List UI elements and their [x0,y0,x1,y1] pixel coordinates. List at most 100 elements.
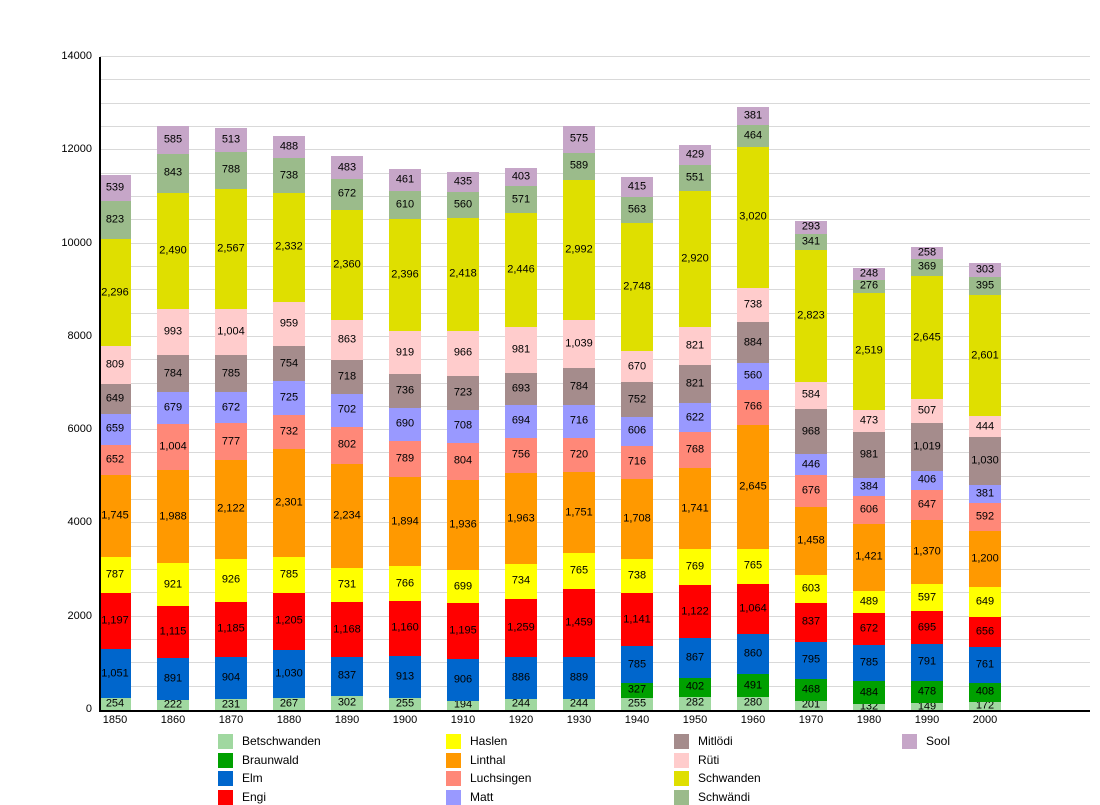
bar-value-label: 2,748 [623,280,651,293]
y-tick-label: 12000 [61,143,92,156]
bar-value-label: 738 [743,298,763,311]
bar-value-label: 222 [163,698,183,711]
bar-value-label: 1,259 [507,621,535,634]
bar-value-label: 1,039 [565,337,593,350]
gridline [100,335,1090,337]
legend-swatch [218,752,233,768]
bar-segment: 2,332 [273,192,305,302]
bar-segment: 484 [853,681,885,704]
bar-value-label: 231 [221,698,241,711]
bar-segment: 592 [969,503,1001,531]
legend-swatch [218,771,233,786]
bar-value-label: 804 [453,454,473,467]
bar-segment: 708 [447,409,479,443]
bar-value-label: 606 [859,503,879,516]
x-tick-label: 1980 [856,714,882,726]
bar-segment: 384 [853,478,885,496]
bar-segment: 468 [795,678,827,701]
bar-value-label: 788 [221,163,241,176]
bar-value-label: 560 [743,369,763,382]
bar-value-label: 867 [685,651,705,664]
bar-segment: 369 [911,258,943,277]
bar-value-label: 652 [105,453,125,466]
gridline [100,499,1090,501]
legend-label: Sool [926,734,951,748]
legend-item: Haslen [446,734,531,749]
bar-segment: 194 [447,699,479,710]
bar-segment: 255 [621,698,653,710]
legend-swatch [218,734,233,749]
bar-segment: 695 [911,611,943,644]
legend-column: Haslen Linthal Luchsingen Matt [446,734,531,805]
bar-value-label: 768 [685,443,705,456]
bar-value-label: 1,370 [913,545,941,558]
bar-segment: 863 [331,320,363,361]
bar-segment: 491 [737,674,769,697]
bar-value-label: 718 [337,370,357,383]
bar-value-label: 1,004 [159,440,187,453]
bar-value-label: 1,936 [449,518,477,531]
bar-segment: 694 [505,405,537,438]
bar-segment: 1,708 [621,478,653,559]
bar-segment: 3,020 [737,146,769,288]
bar-value-label: 670 [627,360,647,373]
bar-value-label: 446 [801,458,821,471]
bar-segment: 699 [447,570,479,603]
bar-segment: 837 [795,602,827,642]
bar-value-label: 1,004 [217,325,245,338]
bar-segment: 478 [911,680,943,704]
bar-value-label: 1,988 [159,510,187,523]
gridline [100,172,1090,174]
bar-segment: 672 [215,392,247,424]
bar-value-label: 2,234 [333,509,361,522]
bar: 201 468 795 837 603 1,458 676 446 968 584 2,823 341… [795,57,827,710]
bar-segment: 785 [621,646,653,683]
gridline [100,592,1090,594]
bar-value-label: 280 [743,696,763,709]
bar-value-label: 402 [685,680,705,693]
x-tick-label: 1850 [102,714,128,726]
bar-value-label: 473 [859,414,879,427]
gridline [100,429,1090,431]
bar: 282 402 867 1,122 769 1,741 768 622 821 821 2,920 5… [679,57,711,710]
bar-value-label: 1,064 [739,602,767,615]
bar-segment: 415 [621,177,653,197]
bar-value-label: 1,122 [681,605,709,617]
bar-segment: 1,185 [215,601,247,658]
bar-value-label: 403 [511,170,531,183]
bar-value-label: 2,920 [681,252,709,265]
bar-segment: 821 [679,326,711,366]
bar-segment: 402 [679,678,711,697]
bar-segment: 720 [563,438,595,472]
bar-segment: 919 [389,331,421,375]
bar-segment: 1,141 [621,593,653,647]
legend-label: Matt [470,789,494,804]
bar-value-label: 341 [801,235,821,248]
bar-segment: 921 [157,563,189,607]
bar-value-label: 787 [105,568,125,581]
bar-segment: 1,200 [969,530,1001,587]
legend-item: Sool [902,734,950,749]
bar-segment: 777 [215,423,247,460]
x-tick-label: 1920 [508,714,534,726]
bar-value-label: 720 [569,448,589,461]
bar-segment: 891 [157,658,189,700]
bar: 172 408 761 656 649 1,200 592 381 1,030 444 2,601 3… [969,57,1001,711]
bar-value-label: 693 [511,382,531,395]
bar-segment: 2,519 [853,292,885,411]
y-tick-label: 0 [85,703,92,715]
bar-value-label: 837 [801,615,821,628]
bar-segment: 473 [853,410,885,433]
bar-value-label: 734 [511,574,531,587]
bar-segment: 1,019 [911,423,943,471]
gridline [100,475,1090,477]
bar-segment: 784 [563,368,595,405]
bar-value-label: 302 [337,696,357,709]
bar-value-label: 752 [627,393,647,406]
gridline [100,452,1090,454]
bar-segment: 1,064 [737,584,769,634]
bar-segment: 551 [679,164,711,191]
bar-value-label: 821 [685,339,705,352]
y-tick-label: 4000 [67,516,92,529]
bar-segment: 1,197 [99,593,131,650]
